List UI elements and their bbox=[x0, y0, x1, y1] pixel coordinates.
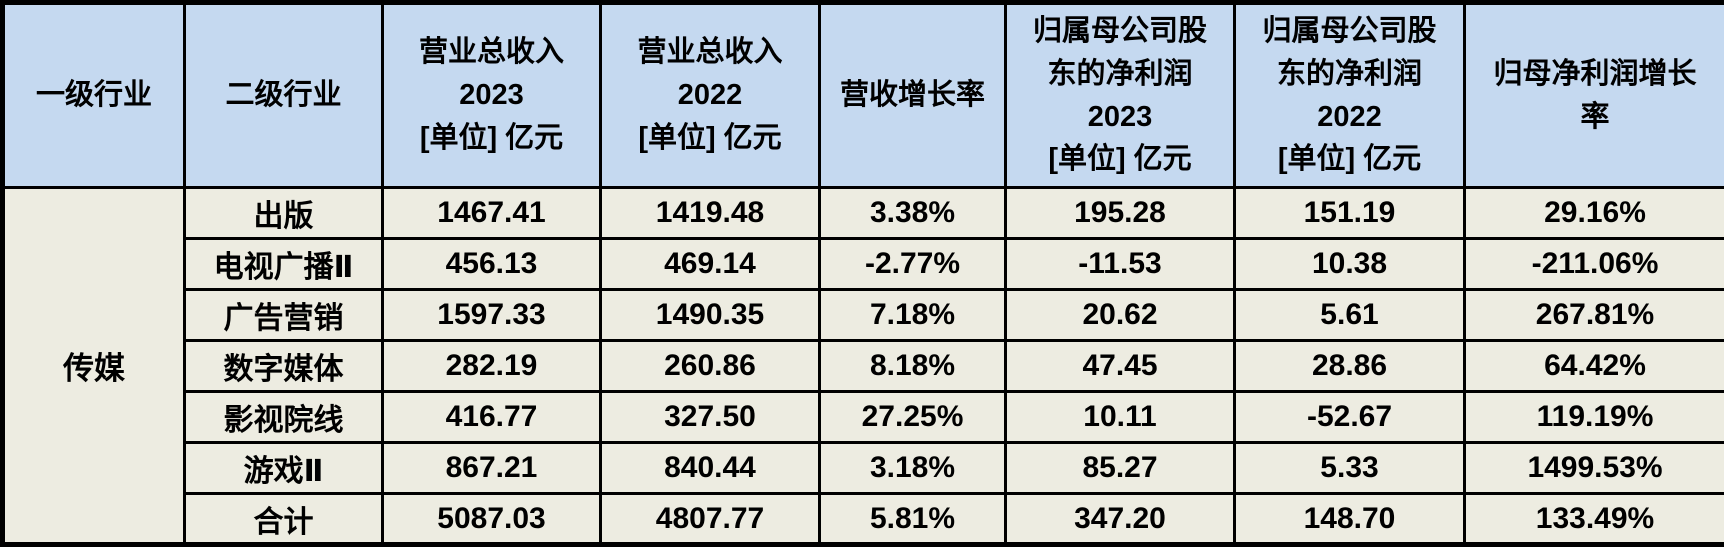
revenue-2023-cell: 1467.41 bbox=[383, 188, 601, 239]
net-profit-growth-cell: 29.16% bbox=[1465, 188, 1724, 239]
revenue-growth-cell: 27.25% bbox=[820, 392, 1006, 443]
net-profit-2022-cell: 10.38 bbox=[1235, 239, 1465, 290]
revenue-growth-cell: -2.77% bbox=[820, 239, 1006, 290]
col-header-net-profit-growth: 归母净利润增长 率 bbox=[1465, 3, 1724, 188]
net-profit-growth-cell: 133.49% bbox=[1465, 494, 1724, 545]
col-header-net-profit-2022: 归属母公司股 东的净利润 2022 [单位] 亿元 bbox=[1235, 3, 1465, 188]
table-row: 游戏Ⅱ 867.21 840.44 3.18% 85.27 5.33 1499.… bbox=[3, 443, 1724, 494]
net-profit-growth-cell: 64.42% bbox=[1465, 341, 1724, 392]
revenue-2022-cell: 1490.35 bbox=[601, 290, 820, 341]
col-header-revenue-2023: 营业总收入 2023 [单位] 亿元 bbox=[383, 3, 601, 188]
net-profit-2023-cell: 20.62 bbox=[1006, 290, 1235, 341]
col-header-revenue-2022: 营业总收入 2022 [单位] 亿元 bbox=[601, 3, 820, 188]
net-profit-2022-cell: 28.86 bbox=[1235, 341, 1465, 392]
net-profit-2023-cell: 47.45 bbox=[1006, 341, 1235, 392]
header-row: 一级行业 二级行业 营业总收入 2023 [单位] 亿元 营业总收入 2022 … bbox=[3, 3, 1724, 188]
revenue-2023-cell: 867.21 bbox=[383, 443, 601, 494]
industry-cell: 电视广播Ⅱ bbox=[185, 239, 383, 290]
revenue-2022-cell: 327.50 bbox=[601, 392, 820, 443]
industry-cell: 数字媒体 bbox=[185, 341, 383, 392]
revenue-2023-cell: 456.13 bbox=[383, 239, 601, 290]
table-row: 广告营销 1597.33 1490.35 7.18% 20.62 5.61 26… bbox=[3, 290, 1724, 341]
net-profit-2022-cell: 5.33 bbox=[1235, 443, 1465, 494]
level1-industry-cell: 传媒 bbox=[3, 188, 185, 545]
col-header-revenue-growth: 营收增长率 bbox=[820, 3, 1006, 188]
revenue-growth-cell: 8.18% bbox=[820, 341, 1006, 392]
revenue-growth-cell: 7.18% bbox=[820, 290, 1006, 341]
revenue-2022-cell: 4807.77 bbox=[601, 494, 820, 545]
net-profit-2023-cell: 10.11 bbox=[1006, 392, 1235, 443]
col-header-net-profit-2023: 归属母公司股 东的净利润 2023 [单位] 亿元 bbox=[1006, 3, 1235, 188]
table-row-total: 合计 5087.03 4807.77 5.81% 347.20 148.70 1… bbox=[3, 494, 1724, 545]
revenue-2023-cell: 282.19 bbox=[383, 341, 601, 392]
revenue-growth-cell: 3.38% bbox=[820, 188, 1006, 239]
revenue-2022-cell: 840.44 bbox=[601, 443, 820, 494]
net-profit-growth-cell: 119.19% bbox=[1465, 392, 1724, 443]
net-profit-2022-cell: -52.67 bbox=[1235, 392, 1465, 443]
revenue-2022-cell: 469.14 bbox=[601, 239, 820, 290]
table-header: 一级行业 二级行业 营业总收入 2023 [单位] 亿元 营业总收入 2022 … bbox=[3, 3, 1724, 188]
net-profit-2023-cell: -11.53 bbox=[1006, 239, 1235, 290]
industry-cell: 出版 bbox=[185, 188, 383, 239]
col-header-level1-industry: 一级行业 bbox=[3, 3, 185, 188]
table-body: 传媒 出版 1467.41 1419.48 3.38% 195.28 151.1… bbox=[3, 188, 1724, 545]
revenue-2022-cell: 260.86 bbox=[601, 341, 820, 392]
revenue-growth-cell: 3.18% bbox=[820, 443, 1006, 494]
net-profit-2022-cell: 148.70 bbox=[1235, 494, 1465, 545]
table-row: 影视院线 416.77 327.50 27.25% 10.11 -52.67 1… bbox=[3, 392, 1724, 443]
table-row: 电视广播Ⅱ 456.13 469.14 -2.77% -11.53 10.38 … bbox=[3, 239, 1724, 290]
revenue-growth-cell: 5.81% bbox=[820, 494, 1006, 545]
col-header-level2-industry: 二级行业 bbox=[185, 3, 383, 188]
industry-cell: 合计 bbox=[185, 494, 383, 545]
net-profit-growth-cell: -211.06% bbox=[1465, 239, 1724, 290]
net-profit-2023-cell: 85.27 bbox=[1006, 443, 1235, 494]
net-profit-growth-cell: 1499.53% bbox=[1465, 443, 1724, 494]
industry-cell: 影视院线 bbox=[185, 392, 383, 443]
industry-cell: 广告营销 bbox=[185, 290, 383, 341]
net-profit-2023-cell: 195.28 bbox=[1006, 188, 1235, 239]
industry-cell: 游戏Ⅱ bbox=[185, 443, 383, 494]
net-profit-2022-cell: 5.61 bbox=[1235, 290, 1465, 341]
net-profit-2023-cell: 347.20 bbox=[1006, 494, 1235, 545]
revenue-2022-cell: 1419.48 bbox=[601, 188, 820, 239]
table-row: 传媒 出版 1467.41 1419.48 3.38% 195.28 151.1… bbox=[3, 188, 1724, 239]
net-profit-2022-cell: 151.19 bbox=[1235, 188, 1465, 239]
revenue-2023-cell: 416.77 bbox=[383, 392, 601, 443]
revenue-2023-cell: 5087.03 bbox=[383, 494, 601, 545]
table-row: 数字媒体 282.19 260.86 8.18% 47.45 28.86 64.… bbox=[3, 341, 1724, 392]
net-profit-growth-cell: 267.81% bbox=[1465, 290, 1724, 341]
revenue-2023-cell: 1597.33 bbox=[383, 290, 601, 341]
